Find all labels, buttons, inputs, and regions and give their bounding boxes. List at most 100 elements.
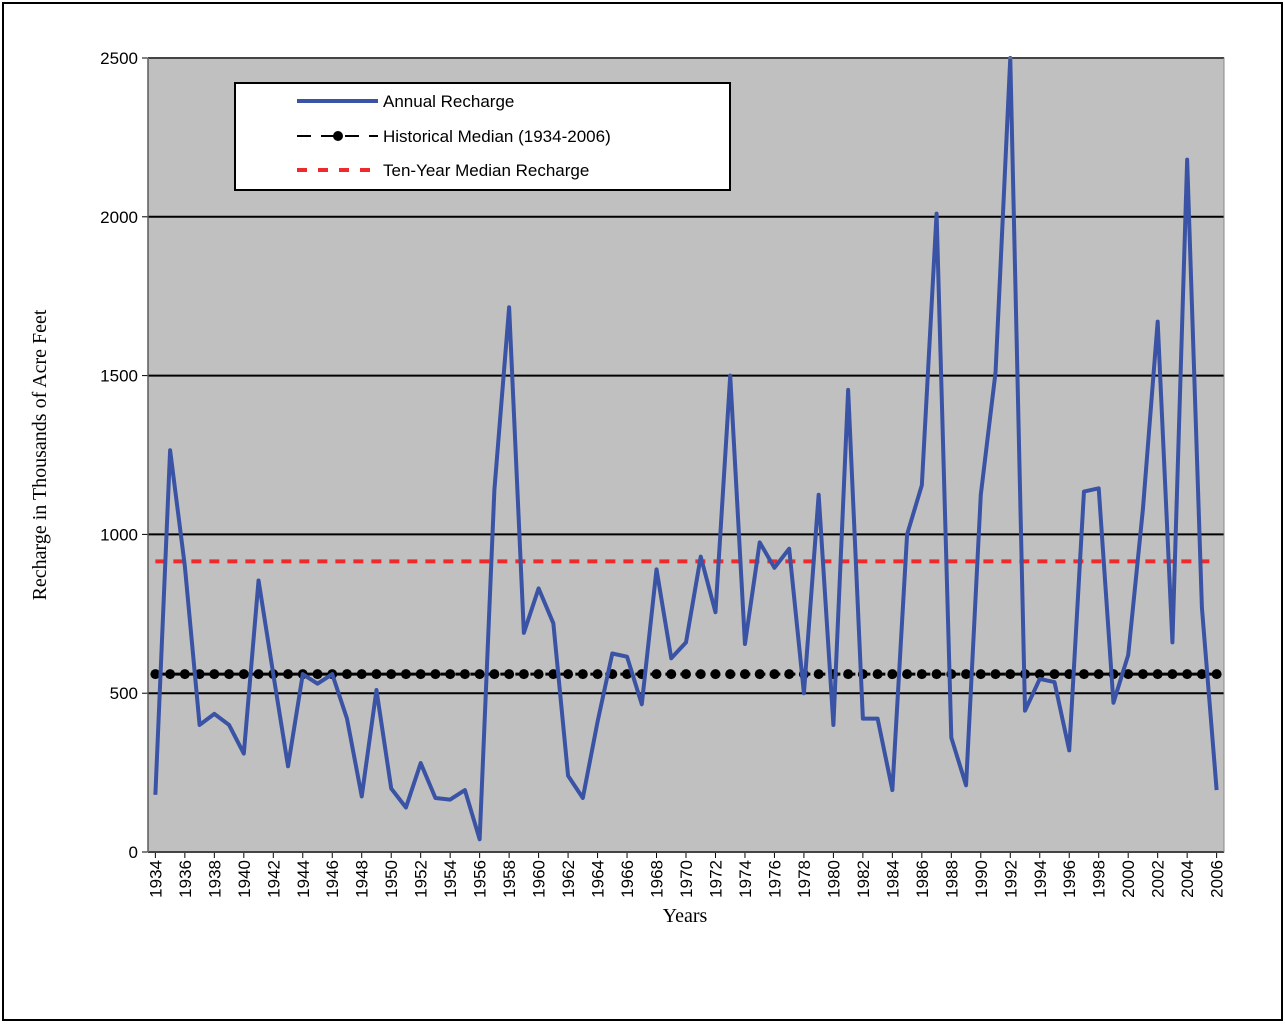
median-dot xyxy=(341,669,352,680)
median-dot xyxy=(622,669,633,680)
median-dot xyxy=(474,669,485,680)
median-dot xyxy=(1152,669,1163,680)
median-dot xyxy=(533,669,544,680)
x-tick-label: 1994 xyxy=(1031,860,1050,898)
legend-label: Historical Median (1934-2006) xyxy=(383,127,611,146)
median-dot xyxy=(1093,669,1104,680)
median-dot xyxy=(312,669,323,680)
x-tick-label: 1970 xyxy=(677,860,696,898)
median-dot xyxy=(548,669,559,680)
median-dot xyxy=(695,669,706,680)
median-dot xyxy=(651,669,662,680)
x-tick-label: 1958 xyxy=(500,860,519,898)
median-dot xyxy=(224,669,235,680)
y-tick-label: 500 xyxy=(110,684,138,703)
legend-label: Annual Recharge xyxy=(383,92,514,111)
median-dot xyxy=(1123,669,1134,680)
y-axis-label: Recharge in Thousands of Acre Feet xyxy=(29,309,51,600)
x-tick-label: 1984 xyxy=(883,860,902,898)
x-tick-label: 1940 xyxy=(235,860,254,898)
median-dot xyxy=(681,669,691,680)
annual-recharge-line xyxy=(153,56,1219,842)
median-dot xyxy=(739,669,750,680)
x-tick-label: 1936 xyxy=(176,860,195,898)
median-dot xyxy=(710,669,721,680)
y-tick-label: 1000 xyxy=(100,525,138,544)
x-tick-label: 2006 xyxy=(1208,860,1227,898)
y-tick-label: 0 xyxy=(129,843,138,862)
median-dot xyxy=(592,669,603,680)
median-dot xyxy=(887,669,898,680)
x-tick-label: 1964 xyxy=(589,860,608,898)
x-tick-label: 1956 xyxy=(471,860,490,898)
x-tick-label: 1950 xyxy=(382,860,401,898)
legend-label: Ten-Year Median Recharge xyxy=(383,161,589,180)
x-tick-label: 1946 xyxy=(323,860,342,898)
median-dot xyxy=(872,669,883,680)
median-dot xyxy=(489,669,500,680)
median-dot xyxy=(916,669,927,680)
x-tick-label: 1962 xyxy=(559,860,578,898)
median-dot xyxy=(1196,669,1207,680)
median-dot xyxy=(400,669,411,680)
median-dot xyxy=(666,669,677,680)
median-dot xyxy=(371,669,382,680)
median-dot xyxy=(165,669,176,680)
x-tick-label: 1960 xyxy=(530,860,549,898)
median-dot xyxy=(356,669,367,680)
x-tick-label: 1988 xyxy=(942,860,961,898)
median-dot xyxy=(563,669,574,680)
x-tick-label: 1954 xyxy=(441,860,460,898)
x-tick-label: 1934 xyxy=(146,860,165,898)
median-dot xyxy=(577,669,588,680)
median-dot xyxy=(504,669,515,680)
median-dot xyxy=(725,669,736,680)
x-tick-label: 1990 xyxy=(972,860,991,898)
median-dot xyxy=(386,669,397,680)
median-dot xyxy=(961,669,972,680)
median-dot xyxy=(990,669,1001,680)
median-dot xyxy=(975,669,986,680)
median-dot xyxy=(253,669,264,680)
median-dot xyxy=(843,669,854,680)
median-dot xyxy=(415,669,426,680)
x-tick-label: 1976 xyxy=(765,860,784,898)
median-dot xyxy=(518,669,529,680)
median-dot xyxy=(1005,669,1016,680)
x-tick-label: 1980 xyxy=(824,860,843,898)
x-tick-label: 2002 xyxy=(1149,860,1168,898)
median-dot xyxy=(813,669,824,680)
median-dot xyxy=(931,669,942,680)
median-dot xyxy=(1167,669,1178,680)
x-axis-label: Years xyxy=(663,905,708,927)
x-tick-label: 1966 xyxy=(618,860,637,898)
x-tick-label: 1968 xyxy=(648,860,667,898)
median-dot xyxy=(902,669,913,680)
x-tick-label: 1948 xyxy=(353,860,372,898)
marks xyxy=(150,56,1222,842)
median-dot xyxy=(754,669,765,680)
median-dot xyxy=(238,669,249,680)
median-dot xyxy=(1078,669,1089,680)
y-tick-label: 2000 xyxy=(100,208,138,227)
median-dot xyxy=(430,669,441,680)
median-dot xyxy=(1182,669,1193,680)
plot-border xyxy=(147,57,1225,853)
median-dot xyxy=(784,669,795,680)
x-tick-label: 1998 xyxy=(1090,860,1109,898)
x-tick-label: 1974 xyxy=(736,860,755,898)
x-tick-label: 1942 xyxy=(264,860,283,898)
median-dot xyxy=(1137,669,1148,680)
median-dot xyxy=(445,669,456,680)
x-tick-label: 1982 xyxy=(854,860,873,898)
median-dot xyxy=(283,669,294,680)
x-tick-label: 2000 xyxy=(1119,860,1138,898)
x-tick-label: 1972 xyxy=(706,860,725,898)
median-dot xyxy=(459,669,470,680)
x-tick-label: 2004 xyxy=(1178,860,1197,898)
y-tick-label: 1500 xyxy=(100,367,138,386)
median-dot xyxy=(1049,669,1060,680)
x-tick-label: 1986 xyxy=(913,860,932,898)
x-tick-label: 1944 xyxy=(294,860,313,898)
